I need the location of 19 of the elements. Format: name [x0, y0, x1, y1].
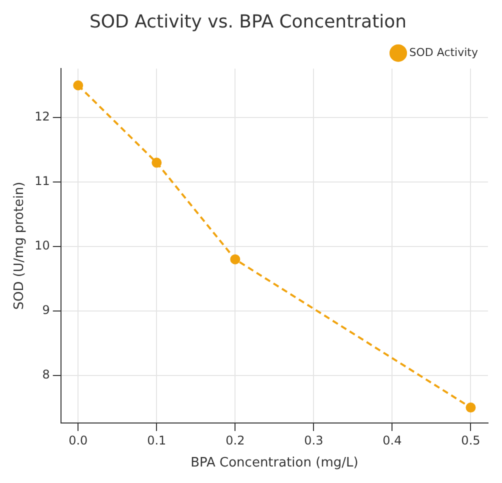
x-axis-title: BPA Concentration (mg/L)	[190, 456, 358, 471]
point	[152, 158, 162, 168]
x-tick-label: 0.4	[382, 433, 402, 448]
y-tick-label: 12	[34, 110, 50, 124]
point	[230, 254, 240, 264]
y-tick-label: 9	[42, 303, 50, 318]
point	[466, 402, 476, 413]
x-tick-label: 0.2	[226, 433, 245, 448]
x-tick-label: 0.1	[147, 433, 166, 448]
y-tick-label: 11	[34, 174, 50, 188]
y-tick-label: 10	[34, 238, 50, 253]
y-tick-label: 8	[42, 367, 50, 382]
y-axis-title: SOD (U/mg protein)	[12, 182, 28, 310]
chart-title: SOD Activity vs. BPA Concentration	[89, 11, 407, 32]
x-tick-label: 0.5	[461, 433, 480, 448]
x-tick-label: 0.0	[68, 433, 88, 448]
x-tick-label: 0.3	[304, 433, 324, 448]
legend-label: SOD Activity	[409, 46, 478, 59]
point	[73, 80, 84, 90]
